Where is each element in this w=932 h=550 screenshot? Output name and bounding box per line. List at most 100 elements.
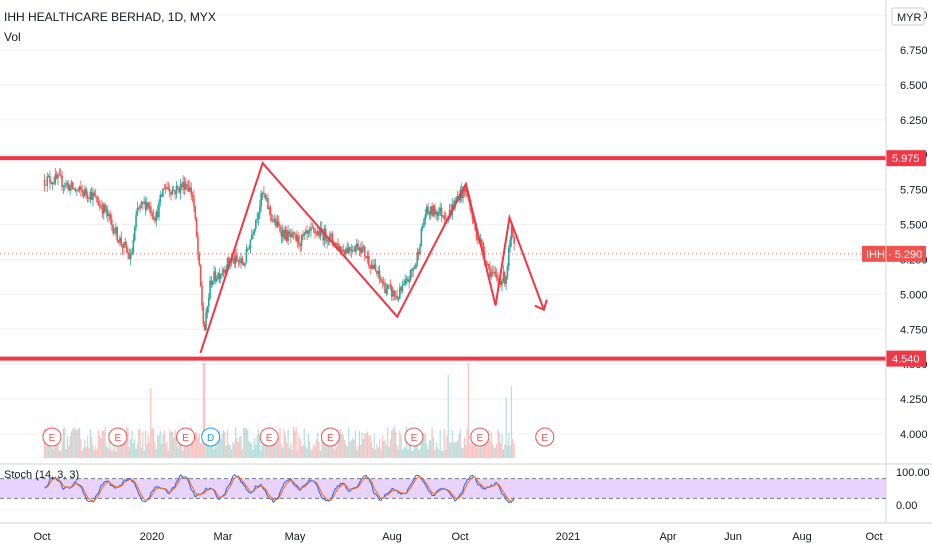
volume-bar — [143, 450, 145, 458]
volume-bar — [496, 444, 498, 458]
volume-bar — [259, 435, 261, 458]
candle-body — [408, 280, 411, 282]
volume-bar — [485, 434, 487, 458]
volume-bar — [502, 449, 505, 458]
volume-bar — [307, 433, 309, 458]
candle-body — [51, 182, 54, 185]
candle-body — [194, 206, 197, 219]
candle-body — [104, 204, 106, 212]
candle-body — [174, 190, 176, 195]
earnings-marker-label: E — [115, 433, 122, 444]
candle-body — [432, 205, 435, 216]
volume-bar — [161, 443, 163, 458]
volume-bar — [82, 447, 85, 458]
candle-body — [120, 237, 123, 245]
candle-body — [494, 271, 497, 275]
volume-bar — [440, 450, 443, 458]
volume-bar — [213, 449, 215, 458]
candle-body — [417, 252, 420, 255]
volume-bar — [261, 429, 264, 458]
volume-bar — [435, 442, 437, 458]
candle-body — [285, 229, 288, 242]
candle-body — [345, 248, 347, 255]
volume-bar — [146, 444, 148, 458]
volume-bar — [127, 427, 129, 458]
candle-body — [116, 227, 119, 241]
volume-bar — [366, 431, 369, 458]
candle-body — [316, 231, 319, 235]
volume-bar — [280, 444, 282, 458]
volume-bar — [288, 448, 291, 458]
candle-body — [240, 258, 242, 263]
level-tag — [886, 350, 926, 367]
candle-body — [290, 234, 292, 238]
volume-bar — [50, 435, 52, 458]
volume-bar — [230, 449, 233, 458]
volume-bar — [444, 449, 447, 458]
candle-body — [62, 186, 65, 187]
volume-bar — [46, 436, 48, 458]
candle-body — [373, 264, 376, 269]
candle-body — [96, 196, 98, 203]
candle-body — [272, 220, 275, 222]
volume-bar — [334, 441, 336, 458]
volume-bar — [345, 444, 347, 458]
candle-body — [77, 189, 79, 191]
candle-body — [384, 282, 386, 294]
volume-bar — [383, 441, 385, 458]
candle-body — [90, 191, 93, 200]
volume-bar — [309, 441, 311, 458]
candle-body — [276, 221, 279, 227]
candle-body — [456, 196, 459, 199]
volume-bar — [175, 435, 178, 458]
candle-body — [225, 268, 228, 273]
candle-body — [435, 211, 437, 215]
candle-body — [364, 246, 366, 257]
candle-body — [158, 202, 160, 217]
candle-body — [420, 228, 423, 247]
candle-body — [318, 231, 320, 237]
volume-bar — [479, 440, 482, 458]
candle-body — [53, 182, 55, 184]
volume-bar — [162, 434, 164, 458]
candle-body — [403, 284, 405, 286]
candle-body — [281, 229, 284, 237]
candle-body — [475, 229, 478, 239]
volume-bar — [255, 444, 257, 458]
stochastic-pane: Stoch (14, 3, 3) 100.00 0.00 — [0, 467, 930, 512]
candle-body — [141, 201, 144, 204]
volume-bar — [253, 438, 256, 458]
volume-bar — [275, 440, 277, 458]
candle-body — [228, 257, 230, 263]
candle-body — [210, 280, 213, 285]
candle-body — [152, 215, 155, 219]
volume-bar — [377, 447, 379, 458]
candle-body — [389, 285, 392, 287]
price-tick-label: 4.250 — [900, 394, 928, 406]
pattern-arrow-head — [534, 299, 548, 312]
volume-bar — [287, 429, 289, 458]
candle-body — [341, 249, 343, 253]
candle-body — [429, 206, 432, 215]
volume-bar — [486, 435, 488, 458]
candle-body — [111, 219, 113, 226]
candle-body — [178, 187, 180, 193]
volume-bar — [381, 435, 383, 458]
volume-bar — [240, 435, 242, 458]
candle-body — [304, 231, 307, 234]
candle-body — [455, 198, 458, 200]
candle-body — [129, 254, 132, 260]
volume-bar — [358, 430, 361, 458]
candle-body — [242, 263, 245, 266]
volume-bar — [103, 430, 105, 458]
volume-bar — [130, 439, 132, 458]
candle-body — [294, 233, 296, 235]
earnings-marker-label: E — [411, 433, 418, 444]
candle-body — [443, 215, 446, 220]
candle-body — [436, 211, 439, 216]
candle-body — [123, 242, 125, 248]
candle-body — [66, 183, 69, 184]
candle-body — [349, 247, 351, 250]
